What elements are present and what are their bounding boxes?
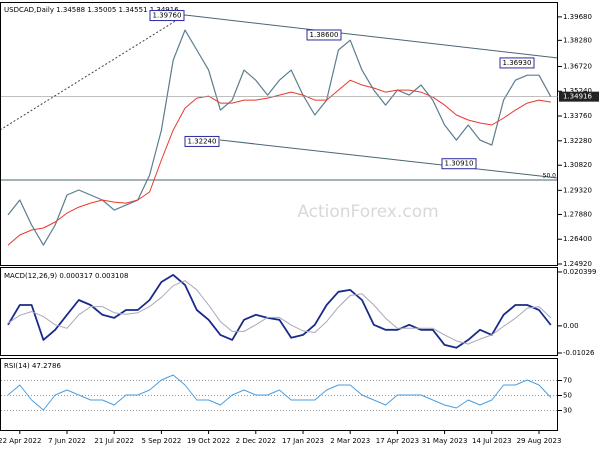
x-tick-label: 22 Apr 2022 [0, 437, 41, 445]
x-tick-label: 5 Sep 2022 [141, 437, 181, 445]
y-tick-label: 30 [563, 407, 572, 415]
fib-label: 50.0 [543, 173, 557, 180]
level-box [499, 57, 535, 69]
x-tick-label: 31 May 2023 [422, 437, 468, 445]
y-tick-label: 0.00 [563, 322, 579, 330]
rsi-frame [0, 358, 558, 431]
price-box [559, 91, 599, 102]
x-tick-label: 21 Jul 2022 [94, 437, 134, 445]
level-label: 1.32240 [188, 137, 217, 145]
x-tick-label: 2 Dec 2022 [236, 437, 276, 445]
watermark: ActionForex.com [297, 202, 438, 222]
level-box [441, 158, 477, 170]
level-box [306, 29, 342, 41]
level-box [149, 10, 185, 22]
y-tick-label: 0.020399 [563, 268, 596, 276]
y-tick-label: 1.29320 [563, 186, 592, 194]
panel-title: MACD(12,26,9) 0.000317 0.003108 [4, 272, 128, 280]
x-tick-label: 29 Aug 2023 [517, 437, 562, 445]
y-tick-label: 1.27880 [563, 210, 592, 218]
x-tick-label: 14 Jul 2023 [472, 437, 512, 445]
series-line [7, 79, 551, 246]
price-label: 1.34916 [563, 93, 592, 101]
y-tick-label: 1.39680 [563, 13, 592, 21]
y-tick-label: 1.35240 [563, 87, 592, 95]
channel-upper [184, 14, 559, 59]
x-tick-label: 2 Mar 2023 [330, 437, 370, 445]
y-tick-label: 1.36720 [563, 62, 592, 70]
panel-title: USDCAD,Daily 1.34588 1.35005 1.34551 1.3… [4, 6, 179, 14]
level-label: 1.30910 [445, 160, 474, 168]
panel-title: RSI(14) 47.2786 [4, 362, 61, 370]
y-tick-label: -0.01026 [563, 349, 595, 357]
series-line [7, 374, 552, 411]
y-tick-label: 1.32280 [563, 137, 592, 145]
y-tick-label: 1.33760 [563, 112, 592, 120]
series-line [7, 280, 552, 345]
x-tick-label: 17 Jan 2023 [282, 437, 324, 445]
y-tick-label: 1.26400 [563, 235, 592, 243]
x-tick-label: 17 Apr 2023 [376, 437, 419, 445]
level-box [184, 135, 220, 147]
level-label: 1.38600 [310, 31, 339, 39]
channel-lower [219, 139, 559, 179]
y-tick-label: 1.38280 [563, 36, 592, 44]
macd-frame [0, 267, 558, 356]
level-label: 1.39760 [153, 12, 182, 20]
x-tick-label: 7 Jun 2022 [48, 437, 86, 445]
x-tick-label: 19 Oct 2022 [187, 437, 230, 445]
trend-line [0, 14, 186, 131]
y-tick-label: 1.30820 [563, 161, 592, 169]
y-tick-label: 1.24920 [563, 260, 592, 268]
y-tick-label: 50 [563, 392, 572, 400]
y-tick-label: 70 [563, 377, 572, 385]
series-line [7, 29, 552, 246]
series-line [7, 274, 552, 349]
level-label: 1.36930 [503, 59, 532, 67]
price-frame [0, 2, 558, 266]
